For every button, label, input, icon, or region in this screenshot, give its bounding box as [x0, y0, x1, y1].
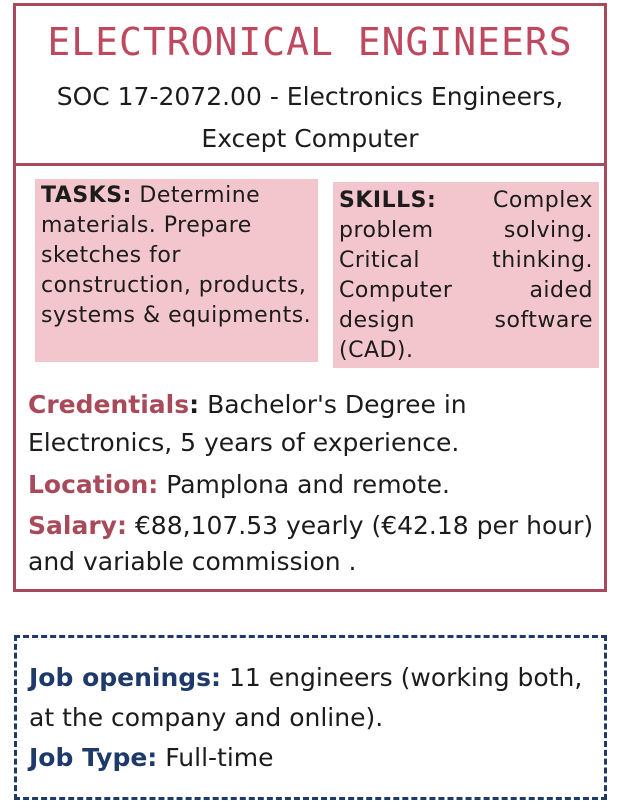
- salary-row: Salary: €88,107.53 yearly (€42.18 per ho…: [28, 508, 594, 580]
- skills-text: Complex problem solving. Critical thinki…: [339, 188, 593, 363]
- tasks-box: TASKS: Determine materials. Prepare sket…: [35, 179, 318, 362]
- location-label: Location:: [28, 470, 159, 499]
- tasks-label: TASKS:: [41, 183, 132, 208]
- skills-label: SKILLS:: [339, 188, 437, 213]
- job-type-text: Full-time: [165, 743, 274, 772]
- tasks-text: Determine materials. Prepare sketches fo…: [41, 183, 312, 328]
- credentials-row: Credentials: Bachelor's Degree in Electr…: [28, 386, 594, 462]
- job-card: ELECTRONICAL ENGINEERS SOC 17-2072.00 - …: [13, 3, 607, 592]
- openings-text: 11 engineers (working both, at the compa…: [29, 663, 583, 732]
- job-type-label: Job Type:: [29, 743, 158, 772]
- location-row: Location: Pamplona and remote.: [28, 466, 594, 504]
- job-openings-box: Job openings: 11 engineers (working both…: [14, 635, 607, 800]
- job-type-row: Job Type: Full-time: [29, 738, 592, 778]
- credentials-label: Credentials: [28, 390, 190, 419]
- salary-label: Salary:: [28, 511, 127, 540]
- openings-row: Job openings: 11 engineers (working both…: [29, 658, 592, 738]
- card-header: ELECTRONICAL ENGINEERS SOC 17-2072.00 - …: [16, 6, 604, 166]
- credentials-separator: :: [189, 390, 200, 419]
- credentials-text: Bachelor's Degree in Electronics, 5 year…: [28, 390, 467, 457]
- job-title: ELECTRONICAL ENGINEERS: [47, 20, 573, 64]
- location-text: Pamplona and remote.: [166, 470, 450, 499]
- skills-box: SKILLS: Complex problem solving. Critica…: [333, 182, 599, 368]
- soc-code: SOC 17-2072.00 - Electronics Engineers, …: [56, 82, 564, 153]
- openings-label: Job openings:: [29, 663, 222, 692]
- salary-text: €88,107.53 yearly (€42.18 per hour) and …: [28, 511, 594, 576]
